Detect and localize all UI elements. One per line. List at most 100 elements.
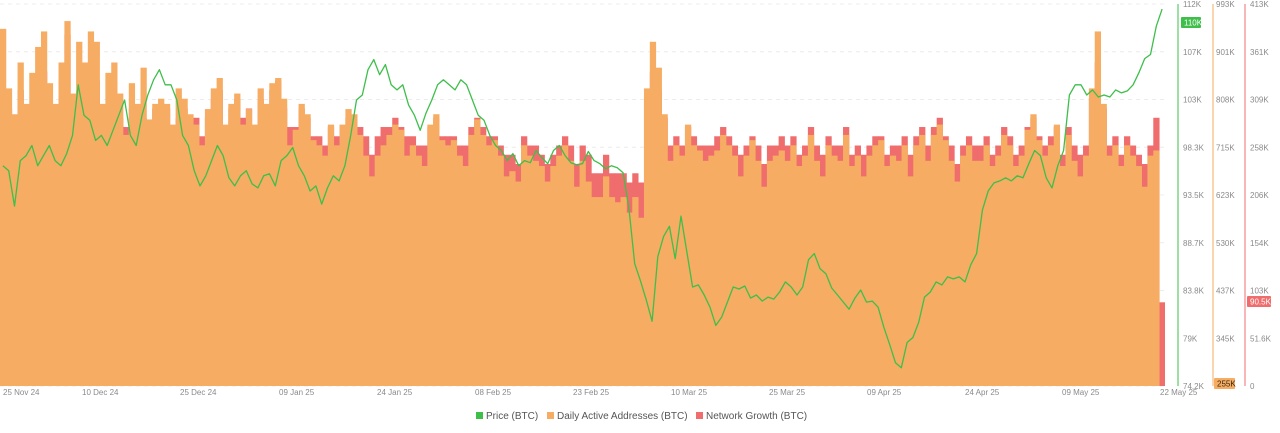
network-growth-tick-label: 309K	[1250, 96, 1269, 105]
daily-active-addresses-bar	[573, 186, 580, 386]
daily-active-addresses-bar	[17, 62, 24, 386]
daily-active-addresses-bar	[444, 145, 452, 386]
legend-swatch	[696, 412, 703, 419]
daily-active-addresses-bar	[111, 62, 118, 386]
daily-active-addresses-bar	[521, 145, 528, 386]
daily-active-addresses-bar	[913, 145, 920, 386]
daily-active-addresses-tick-label: 901K	[1216, 48, 1235, 57]
daily-active-addresses-bar	[450, 140, 458, 386]
daily-active-addresses-bar	[679, 155, 686, 386]
daily-active-addresses-bar	[790, 145, 797, 386]
daily-active-addresses-bar	[995, 155, 1002, 386]
daily-active-addresses-bar	[802, 155, 809, 386]
x-tick-label: 25 Mar 25	[769, 388, 806, 397]
daily-active-addresses-bar	[766, 160, 774, 386]
daily-active-addresses-bar	[684, 124, 692, 386]
daily-active-addresses-bar	[105, 72, 112, 386]
daily-active-addresses-bar	[1012, 166, 1020, 386]
daily-active-addresses-bar	[1077, 176, 1084, 386]
daily-active-addresses-bar	[579, 160, 586, 386]
price-tick-label: 74.2K	[1183, 382, 1205, 391]
daily-active-addresses-bar	[819, 176, 826, 386]
daily-active-addresses-bar	[146, 119, 153, 386]
daily-active-addresses-bar	[257, 88, 264, 386]
daily-active-addresses-bar	[362, 155, 370, 386]
legend: Price (BTC) Daily Active Addresses (BTC) N…	[476, 411, 807, 422]
daily-active-addresses-bar	[602, 176, 610, 386]
daily-active-addresses-bar	[883, 166, 891, 386]
legend-swatch	[476, 412, 483, 419]
daily-active-addresses-bar	[843, 134, 850, 386]
daily-active-addresses-bar	[544, 181, 551, 386]
daily-active-addresses-bar	[117, 93, 124, 386]
daily-active-addresses-bar	[960, 155, 967, 386]
daily-active-addresses-bar	[99, 103, 106, 386]
daily-active-addresses-bar	[386, 134, 393, 386]
daily-active-addresses-bar	[456, 155, 463, 386]
daily-active-addresses-bar	[626, 212, 633, 386]
daily-active-addresses-bar	[1112, 145, 1119, 386]
network-growth-tick-label: 103K	[1250, 287, 1269, 296]
daily-active-addresses-bar	[76, 41, 83, 386]
daily-active-addresses-bar	[731, 155, 739, 386]
daily-active-addresses-bar	[784, 160, 791, 386]
daily-active-addresses-bar	[702, 160, 709, 386]
network-growth-badge-background	[1247, 296, 1271, 307]
daily-active-addresses-bar	[585, 181, 592, 386]
daily-active-addresses-bar	[509, 171, 516, 386]
x-tick-label: 25 Dec 24	[180, 388, 217, 397]
daily-active-addresses-bar	[638, 217, 645, 386]
daily-active-addresses-bar	[503, 176, 510, 386]
daily-active-addresses-bar	[866, 155, 873, 386]
x-tick-label: 25 Nov 24	[3, 388, 40, 397]
price-tick-label: 103K	[1183, 96, 1202, 105]
daily-active-addresses-bar	[251, 124, 258, 386]
daily-active-addresses-bar	[813, 160, 820, 386]
network-growth-tick-label: 0	[1250, 382, 1255, 391]
daily-active-addresses-tick-label: 345K	[1216, 334, 1235, 343]
daily-active-addresses-bar	[614, 202, 621, 386]
daily-active-addresses-tick-label: 993K	[1216, 0, 1235, 9]
daily-active-addresses-bar	[181, 98, 188, 386]
daily-active-addresses-bar	[240, 124, 247, 386]
daily-active-addresses-bar	[403, 155, 411, 386]
daily-active-addresses-bar	[0, 28, 7, 386]
daily-active-addresses-bar	[831, 155, 838, 386]
daily-active-addresses-bar	[140, 67, 147, 386]
daily-active-addresses-bar	[11, 114, 18, 386]
price-tick-label: 107K	[1183, 48, 1202, 57]
daily-active-addresses-bar	[667, 160, 674, 386]
daily-active-addresses-bar	[64, 21, 71, 386]
price-line-layer	[2, 8, 1163, 369]
daily-active-addresses-bar	[1065, 134, 1072, 386]
x-tick-label: 24 Apr 25	[965, 388, 1000, 397]
daily-active-addresses-bar	[1030, 114, 1037, 386]
daily-active-addresses-bar	[690, 145, 698, 386]
daily-active-addresses-bar	[474, 119, 481, 386]
daily-active-addresses-bar	[46, 83, 54, 386]
daily-active-addresses-bar	[228, 103, 235, 386]
daily-active-addresses-bar	[772, 155, 780, 386]
daily-active-addresses-bar	[1147, 155, 1154, 386]
legend-label: Daily Active Addresses (BTC)	[557, 411, 688, 422]
daily-active-addresses-bar	[661, 114, 668, 386]
daily-active-addresses-tick-label: 623K	[1216, 191, 1235, 200]
daily-active-addresses-bar	[749, 140, 756, 386]
daily-active-addresses-bar	[597, 197, 604, 386]
daily-active-addresses-bar	[1059, 166, 1066, 386]
x-tick-label: 09 Jan 25	[279, 388, 315, 397]
daily-active-addresses-bar	[333, 145, 340, 386]
daily-active-addresses-bar	[1047, 145, 1055, 386]
daily-active-addresses-bar	[825, 145, 832, 386]
daily-active-addresses-bar	[339, 124, 346, 386]
daily-active-addresses-bar	[462, 166, 469, 386]
daily-active-addresses-bar	[93, 41, 100, 386]
daily-active-addresses-bar	[901, 145, 908, 386]
daily-active-addresses-bar	[807, 134, 815, 386]
daily-active-addresses-bar	[316, 145, 323, 386]
daily-active-addresses-bar	[643, 88, 651, 386]
daily-active-addresses-bar	[889, 155, 897, 386]
price-tick-label: 98.3K	[1183, 143, 1205, 152]
price-badge-background	[1181, 17, 1201, 28]
